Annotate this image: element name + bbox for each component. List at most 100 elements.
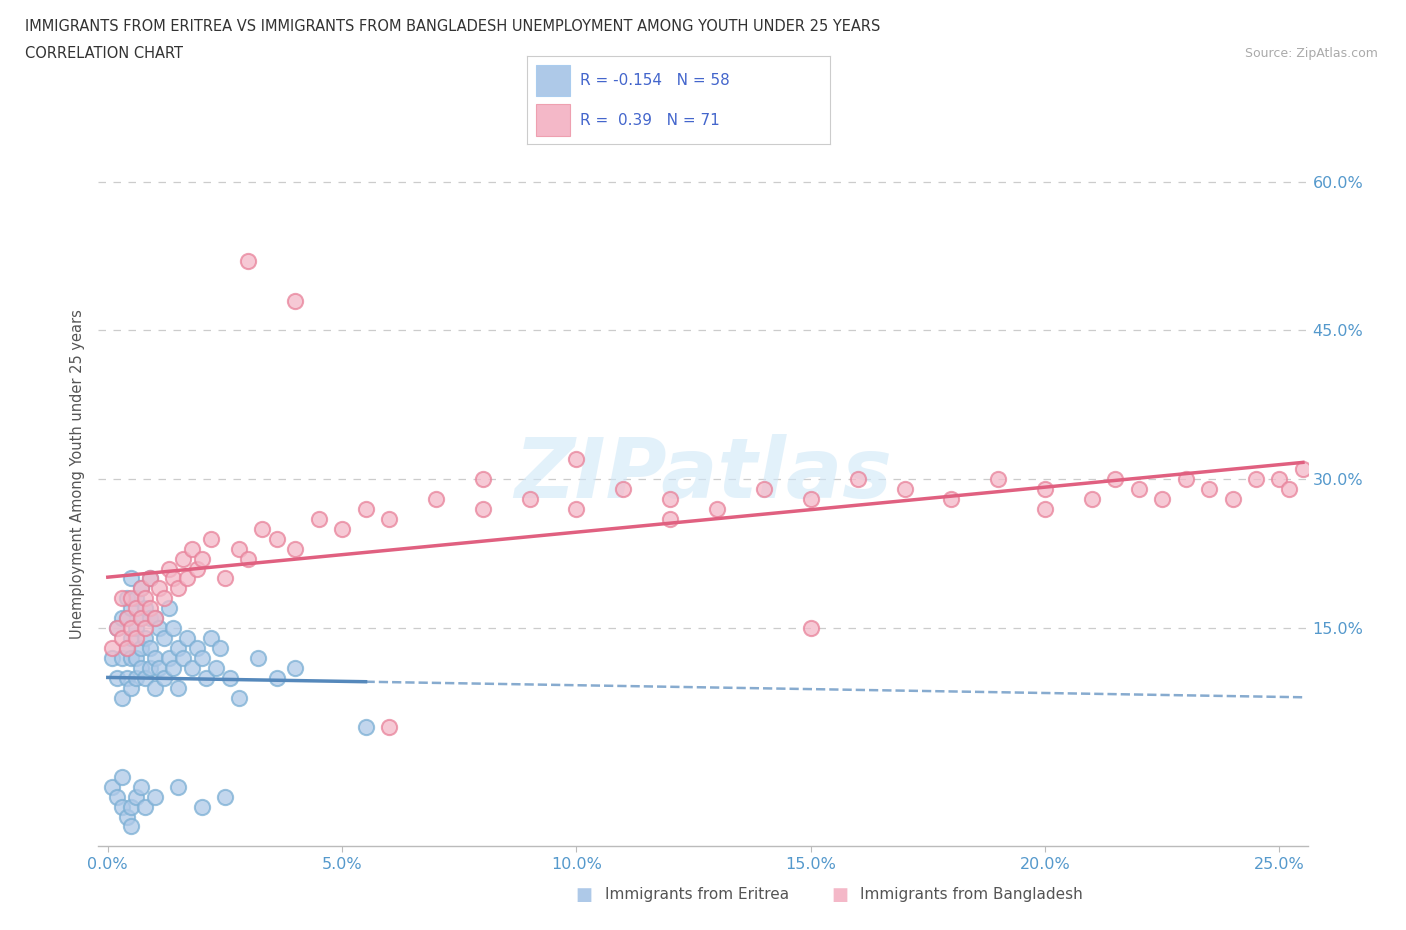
- Y-axis label: Unemployment Among Youth under 25 years: Unemployment Among Youth under 25 years: [70, 310, 86, 639]
- Point: [105, 620, 128, 635]
- Point: [153, 591, 176, 605]
- Point: [134, 799, 156, 814]
- Point: [209, 641, 232, 656]
- Point: [284, 293, 307, 308]
- Point: [105, 671, 128, 685]
- Point: [308, 512, 330, 526]
- Point: [214, 571, 236, 586]
- Point: [176, 631, 198, 645]
- Point: [200, 631, 222, 645]
- Point: [120, 620, 142, 635]
- Point: [125, 650, 148, 665]
- Point: [565, 501, 588, 516]
- Point: [246, 650, 269, 665]
- Point: [111, 650, 134, 665]
- Point: [115, 611, 138, 626]
- Point: [157, 601, 180, 616]
- Point: [228, 541, 250, 556]
- Point: [115, 641, 138, 656]
- Point: [143, 611, 166, 626]
- Point: [612, 482, 634, 497]
- Point: [378, 720, 401, 735]
- Point: [1292, 462, 1315, 477]
- Point: [565, 452, 588, 467]
- Point: [157, 650, 180, 665]
- Point: [1222, 492, 1244, 507]
- Point: [1128, 482, 1150, 497]
- Point: [167, 779, 190, 794]
- Point: [120, 571, 142, 586]
- Point: [101, 650, 124, 665]
- Point: [120, 591, 142, 605]
- Point: [195, 671, 218, 685]
- Point: [115, 611, 138, 626]
- Point: [157, 561, 180, 576]
- Point: [284, 541, 307, 556]
- Point: [218, 671, 240, 685]
- Point: [129, 611, 152, 626]
- Point: [172, 650, 194, 665]
- Point: [111, 631, 134, 645]
- Point: [1104, 472, 1126, 486]
- Point: [266, 671, 288, 685]
- Point: [238, 254, 260, 269]
- Point: [238, 551, 260, 566]
- Point: [800, 492, 823, 507]
- Point: [111, 591, 134, 605]
- Point: [134, 671, 156, 685]
- Point: [706, 501, 728, 516]
- Point: [134, 591, 156, 605]
- Text: Immigrants from Bangladesh: Immigrants from Bangladesh: [860, 887, 1083, 902]
- Point: [125, 620, 148, 635]
- Point: [200, 531, 222, 546]
- Point: [659, 492, 682, 507]
- Point: [330, 522, 353, 537]
- Point: [148, 581, 170, 596]
- Point: [941, 492, 963, 507]
- Point: [129, 581, 152, 596]
- Point: [115, 591, 138, 605]
- Point: [111, 690, 134, 705]
- Text: Source: ZipAtlas.com: Source: ZipAtlas.com: [1244, 46, 1378, 60]
- Text: R = -0.154   N = 58: R = -0.154 N = 58: [581, 73, 730, 88]
- Point: [167, 581, 190, 596]
- Point: [425, 492, 447, 507]
- Point: [153, 671, 176, 685]
- Point: [139, 571, 162, 586]
- Point: [162, 571, 184, 586]
- Point: [129, 581, 152, 596]
- Point: [354, 501, 377, 516]
- Point: [134, 620, 156, 635]
- Point: [125, 631, 148, 645]
- Text: R =  0.39   N = 71: R = 0.39 N = 71: [581, 113, 720, 127]
- Point: [120, 631, 142, 645]
- Point: [471, 472, 494, 486]
- Point: [139, 611, 162, 626]
- Point: [190, 551, 212, 566]
- Point: [167, 680, 190, 695]
- Point: [148, 620, 170, 635]
- Point: [162, 660, 184, 675]
- Point: [115, 641, 138, 656]
- Point: [893, 482, 915, 497]
- Point: [846, 472, 869, 486]
- Point: [134, 631, 156, 645]
- Point: [111, 611, 134, 626]
- Point: [120, 650, 142, 665]
- Point: [167, 641, 190, 656]
- Point: [125, 591, 148, 605]
- Point: [143, 680, 166, 695]
- Point: [471, 501, 494, 516]
- Point: [101, 641, 124, 656]
- Point: [143, 611, 166, 626]
- Point: [659, 512, 682, 526]
- Point: [266, 531, 288, 546]
- Point: [228, 690, 250, 705]
- Point: [120, 799, 142, 814]
- Point: [148, 660, 170, 675]
- FancyBboxPatch shape: [536, 104, 569, 136]
- Point: [105, 790, 128, 804]
- Point: [214, 790, 236, 804]
- Point: [120, 680, 142, 695]
- Point: [120, 819, 142, 834]
